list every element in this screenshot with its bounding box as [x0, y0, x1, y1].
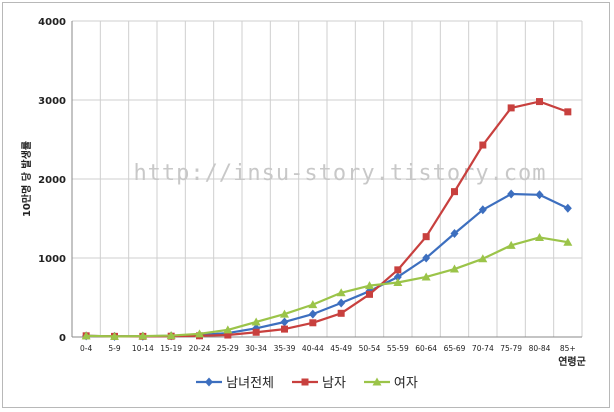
data-point: [422, 253, 431, 263]
series-group: [81, 232, 573, 340]
gridlines: [71, 20, 583, 338]
data-point: [507, 189, 516, 199]
x-tick-label: 35-39: [274, 344, 296, 353]
data-point: [252, 328, 260, 336]
x-tick-label: 30-34: [245, 344, 267, 353]
data-point: [110, 331, 119, 340]
legend-swatch: [363, 377, 390, 385]
data-point: [280, 317, 289, 327]
y-axis-title: 10만명 당 발생률: [20, 141, 33, 217]
data-point: [337, 309, 345, 317]
data-point: [366, 290, 373, 298]
x-tick-label: 70-74: [472, 344, 494, 353]
data-point: [281, 325, 288, 333]
legend: 남녀전체 남자 여자: [0, 372, 614, 391]
x-tick-label: 80-84: [529, 344, 551, 353]
x-tick-label: 85+: [560, 344, 576, 353]
data-point: [450, 229, 459, 239]
data-point: [563, 237, 573, 246]
watermark-text: http://insu-story.tistory.com: [133, 161, 546, 186]
data-point: [224, 331, 232, 339]
data-point: [506, 240, 516, 249]
data-point: [365, 281, 374, 290]
x-tick-label: 60-64: [415, 344, 437, 353]
legend-item: 남자: [292, 372, 346, 391]
data-point: [251, 317, 261, 326]
x-tick-label: 10-14: [132, 344, 154, 353]
data-point: [421, 272, 431, 281]
data-point: [336, 288, 346, 297]
data-point: [563, 203, 572, 213]
x-tick-label: 15-19: [160, 344, 182, 353]
x-tick-label: 20-24: [189, 344, 211, 353]
data-point: [393, 272, 402, 282]
data-point: [536, 98, 543, 106]
x-tick-label: 65-69: [444, 344, 466, 353]
data-point: [450, 264, 459, 273]
legend-item: 남녀전체: [196, 372, 274, 391]
x-tick-label: 55-59: [387, 344, 409, 353]
y-tick-label: 0: [59, 333, 66, 344]
data-point: [478, 205, 487, 215]
y-tick-label: 1000: [38, 254, 66, 265]
y-tick-label: 3000: [38, 96, 66, 107]
data-point: [394, 266, 402, 274]
data-point: [451, 188, 458, 196]
legend-swatch: [196, 377, 223, 386]
series-line: [86, 236, 569, 338]
legend-label: 남녀전체: [226, 376, 274, 391]
x-tick-label: 50-54: [359, 344, 381, 353]
x-tick-label: 45-49: [330, 344, 352, 353]
data-point: [535, 190, 544, 200]
data-point: [205, 377, 214, 386]
legend-label: 남자: [322, 376, 346, 391]
legend-swatch: [292, 378, 318, 385]
data-point: [393, 277, 403, 286]
data-point: [308, 309, 317, 319]
data-point: [195, 329, 204, 338]
y-tick-label: 2000: [38, 175, 66, 186]
data-point: [507, 104, 515, 112]
y-axis-ticks: 0 1000 2000 3000 4000: [38, 17, 66, 344]
data-point: [166, 331, 176, 340]
legend-item: 여자: [363, 372, 418, 391]
data-point: [280, 309, 289, 318]
x-tick-label: 25-29: [217, 344, 239, 353]
legend-label: 여자: [393, 376, 418, 391]
data-point: [564, 108, 572, 116]
x-tick-label: 0-4: [80, 344, 92, 353]
y-tick-label: 4000: [38, 17, 66, 28]
data-point: [535, 232, 544, 241]
data-point: [138, 331, 148, 340]
x-tick-label: 40-44: [302, 344, 324, 353]
data-point: [337, 298, 346, 308]
data-point: [372, 377, 382, 385]
x-axis-title: 연령군: [558, 355, 586, 368]
x-tick-label: 5-9: [108, 344, 120, 353]
data-point: [309, 319, 317, 327]
data-point: [422, 233, 430, 241]
series-layer: [81, 98, 573, 341]
data-point: [301, 378, 309, 385]
data-point: [223, 325, 233, 334]
x-tick-label: 75-79: [500, 344, 522, 353]
data-point: [479, 141, 487, 149]
x-axis-ticks: 0-4 5-9 10-14 15-19 20-24 25-29 30-34 35-39 40-4…: [80, 344, 576, 353]
data-point: [81, 331, 91, 340]
data-point: [308, 300, 318, 309]
chart-frame: [2, 2, 610, 408]
data-point: [478, 254, 488, 263]
